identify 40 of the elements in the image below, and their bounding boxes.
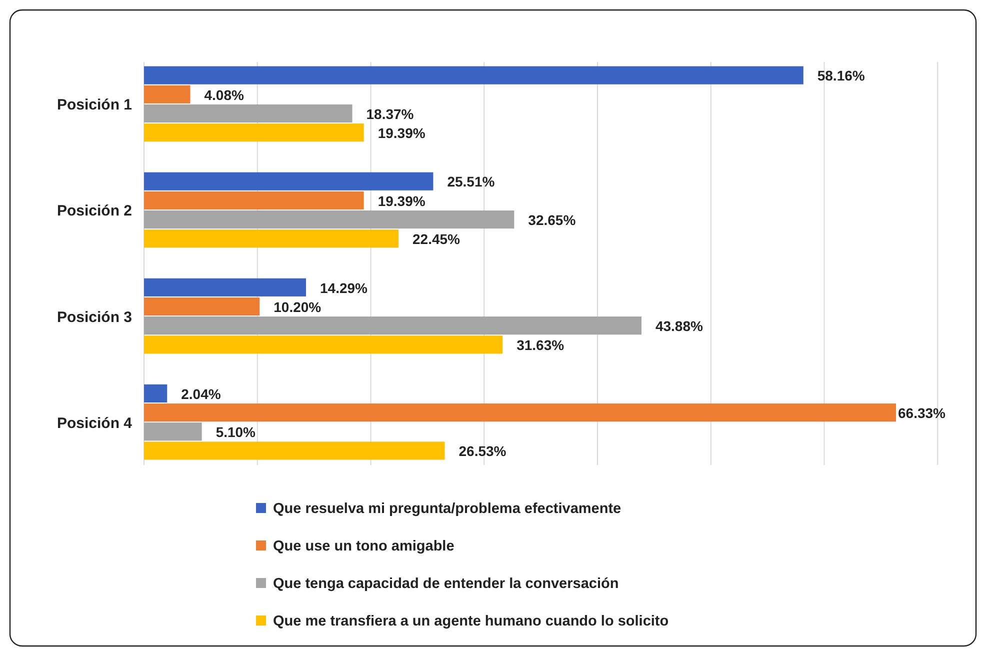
bar — [144, 316, 642, 335]
y-tick-label: Posición 1 — [56, 96, 132, 114]
bar — [144, 442, 445, 460]
bar — [144, 278, 306, 296]
data-label: 43.88% — [655, 318, 704, 334]
legend-label: Que use un tono amigable — [273, 538, 454, 555]
y-tick-label: Posición 3 — [56, 308, 132, 326]
bar — [144, 85, 190, 104]
data-label: 66.33% — [898, 404, 946, 421]
data-label: 5.10% — [216, 424, 256, 440]
bar — [144, 297, 260, 316]
data-label: 31.63% — [516, 337, 565, 354]
bar — [144, 104, 352, 123]
legend-label: Que tenga capacidad de entender la conversación — [273, 576, 619, 592]
y-tick-label: Posición 2 — [56, 202, 132, 220]
legend-label: Que me transfiera a un agente humano cuando lo solicito — [273, 614, 669, 630]
data-label: 26.53% — [458, 443, 507, 460]
bar — [144, 124, 364, 142]
bar — [144, 336, 503, 354]
legend-label: Que resuelva mi pregunta/problema efectivamente — [273, 501, 622, 518]
data-label: 58.16% — [817, 68, 866, 84]
data-label: 19.39% — [378, 124, 426, 141]
data-label: 25.51% — [447, 174, 496, 190]
data-label: 4.08% — [204, 86, 245, 103]
data-label: 22.45% — [412, 231, 461, 248]
data-label: 2.04% — [181, 386, 222, 402]
y-tick-label: Posición 4 — [56, 414, 133, 432]
bar — [144, 384, 168, 402]
data-label: 10.20% — [274, 298, 322, 315]
bar — [144, 191, 364, 210]
bar — [144, 403, 896, 422]
data-label: 32.65% — [528, 212, 576, 228]
data-label: 18.37% — [366, 106, 414, 122]
bar — [144, 230, 399, 248]
data-label: 19.39% — [378, 192, 426, 209]
bar — [144, 210, 514, 229]
bar — [144, 422, 202, 441]
bar — [144, 66, 804, 84]
bar — [144, 172, 434, 190]
data-label: 14.29% — [320, 280, 368, 296]
